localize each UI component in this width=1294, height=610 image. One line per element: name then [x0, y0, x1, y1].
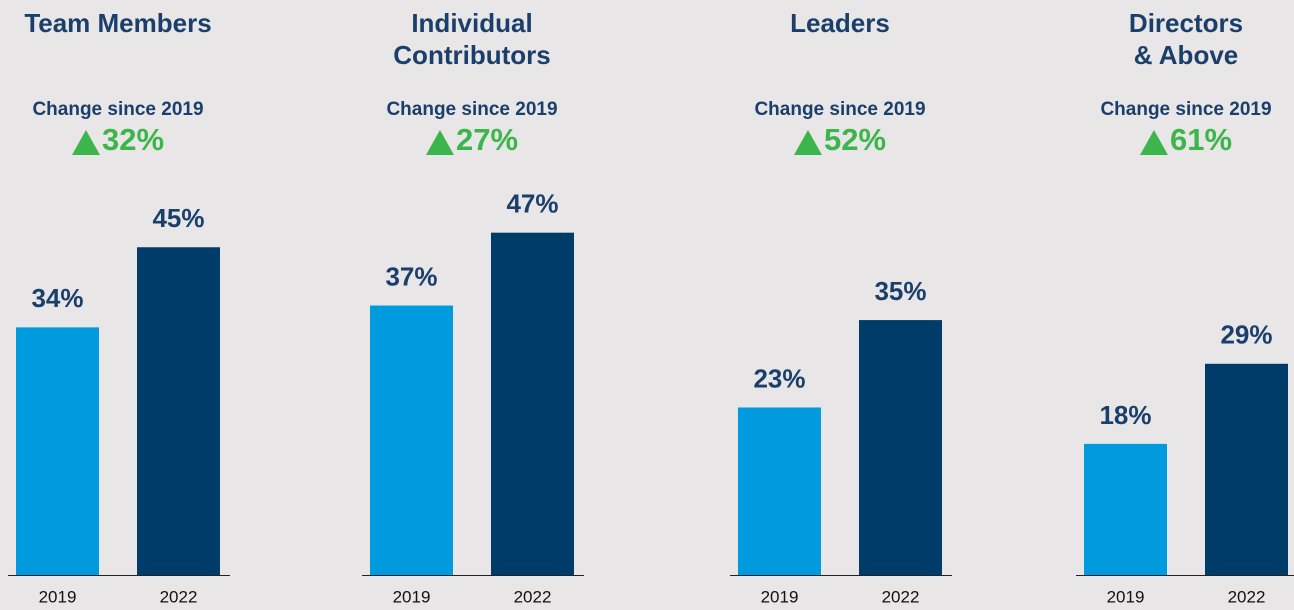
bar [370, 305, 453, 575]
panel-title: & Above [1134, 40, 1239, 70]
subtitle: Change since 2019 [754, 99, 925, 120]
panel-title: Leaders [790, 8, 890, 38]
bar [1084, 443, 1167, 575]
panel-title: Individual [411, 8, 532, 38]
change-value: 52% [824, 122, 886, 157]
value-label: 37% [385, 261, 437, 291]
panel-title: Directors [1129, 8, 1243, 38]
panel-title: Contributors [393, 40, 550, 70]
bar [859, 320, 942, 575]
value-label: 35% [874, 276, 926, 306]
bar [16, 327, 99, 575]
subtitle: Change since 2019 [386, 99, 557, 120]
up-triangle [71, 130, 100, 155]
change-value: 27% [456, 122, 518, 157]
x-tick-label: 2022 [160, 587, 198, 606]
subtitle: Change since 2019 [1100, 99, 1271, 120]
bar [137, 247, 220, 575]
value-label: 18% [1099, 400, 1151, 430]
value-label: 34% [31, 283, 83, 313]
x-tick-label: 2022 [1228, 587, 1266, 606]
subtitle: Change since 2019 [32, 99, 203, 120]
value-label: 45% [152, 203, 204, 233]
x-tick-label: 2022 [514, 587, 552, 606]
bar [491, 232, 574, 575]
change-value: 32% [102, 122, 164, 157]
x-tick-label: 2022 [882, 587, 920, 606]
x-tick-label: 2019 [39, 587, 77, 606]
x-tick-label: 2019 [1107, 587, 1145, 606]
change-value: 61% [1170, 122, 1232, 157]
bar [1205, 363, 1288, 575]
bar [738, 407, 821, 575]
x-tick-label: 2019 [761, 587, 799, 606]
up-triangle [793, 130, 822, 155]
value-label: 29% [1220, 320, 1272, 350]
panel-title: Team Members [24, 8, 211, 38]
up-triangle [425, 130, 454, 155]
x-tick-label: 2019 [393, 587, 431, 606]
up-triangle [1139, 130, 1168, 155]
value-label: 47% [506, 189, 558, 219]
value-label: 23% [753, 363, 805, 393]
